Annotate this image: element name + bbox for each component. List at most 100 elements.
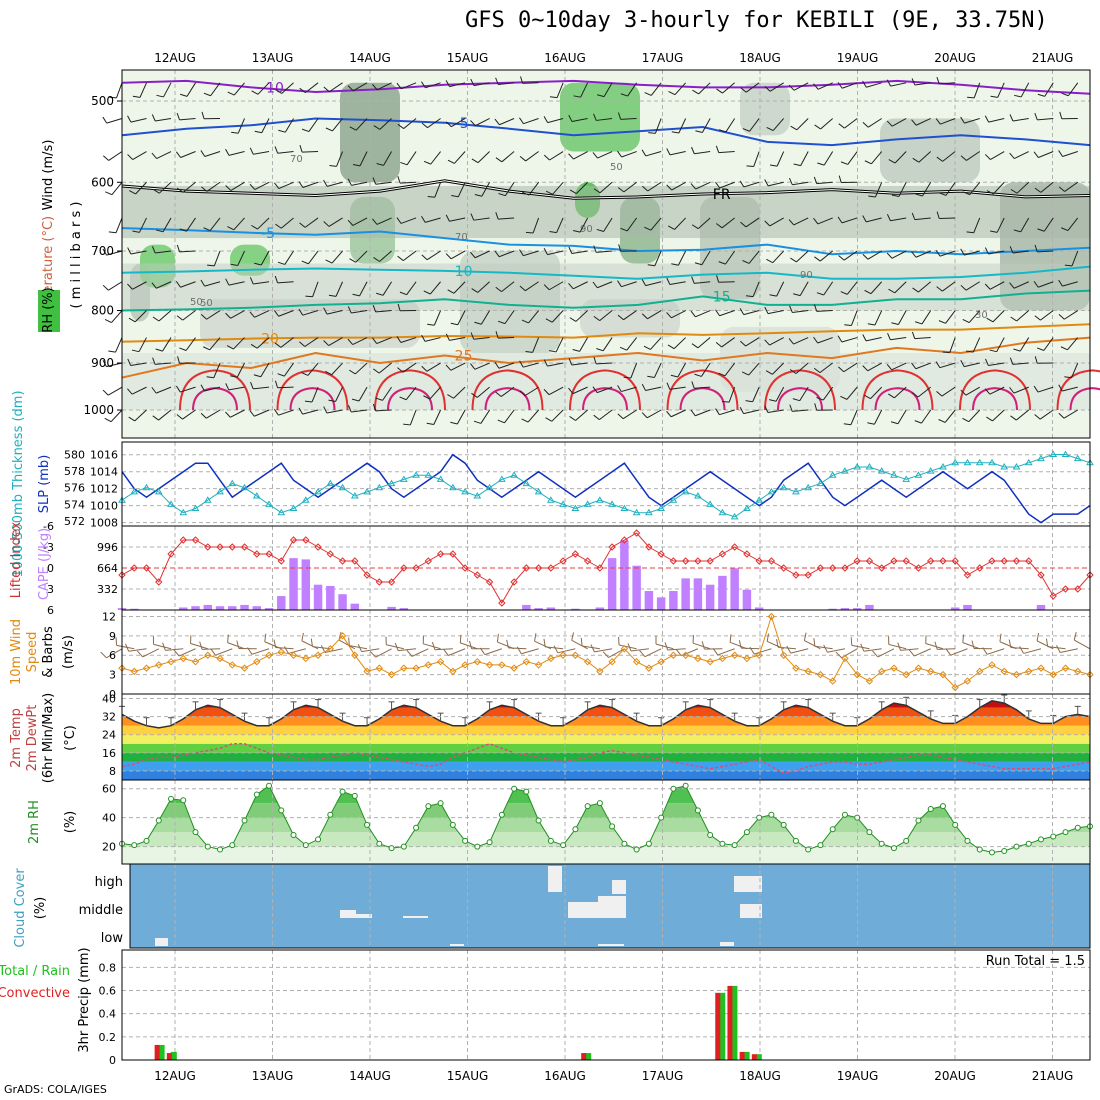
wind-barb (719, 181, 735, 189)
wind-speed-point (583, 657, 592, 666)
wind-barb-flag (553, 645, 559, 654)
thickness-point (694, 492, 702, 499)
lifted-index-point (718, 550, 727, 558)
wind-barb (725, 118, 736, 133)
wind-barb-flag (738, 640, 742, 649)
wind-speed-point (204, 651, 212, 659)
cape-bar (828, 608, 837, 610)
wind-barb (477, 386, 490, 398)
wind-barb-flag (495, 331, 499, 339)
wind-barb-flag (671, 263, 679, 266)
date-label-top: 12AUG (154, 51, 196, 65)
wind-barb (941, 386, 956, 397)
wind-barb (547, 250, 564, 256)
wind-barb-flag (328, 294, 337, 297)
temperature-band (122, 725, 1090, 735)
wind-barb-flag (347, 85, 354, 92)
wind-barb (939, 82, 956, 85)
rh-point (266, 782, 273, 789)
wind-speed-point (277, 648, 285, 656)
rh-point (621, 840, 628, 847)
wind-speed-point (877, 667, 886, 676)
cape-bar (313, 584, 323, 610)
wind-barb-flag (1058, 186, 1065, 192)
surface-temp-contour (861, 369, 934, 411)
wind-barb-flag (617, 112, 622, 120)
cape-bar (252, 606, 262, 610)
wind-barb (941, 281, 956, 292)
wind-barb (130, 117, 147, 123)
rh-point (707, 832, 714, 839)
wind-barb-flag (250, 343, 258, 349)
wind-barb (130, 250, 147, 255)
lifted-index-point (240, 543, 249, 551)
wind-barb (608, 648, 625, 658)
wind-barb-flag (617, 314, 624, 321)
wind-barb-flag (692, 89, 699, 95)
cape-bar (289, 558, 298, 610)
wind-barb (312, 281, 319, 297)
wind-barb (914, 337, 931, 340)
wind-barb-flag (617, 413, 624, 420)
wind-barb-flag (814, 403, 818, 411)
wind-barb (817, 217, 833, 225)
thickness-point (877, 467, 886, 474)
wind-barb-flag (648, 132, 656, 134)
wind-barb-flag (396, 217, 402, 224)
wind-speed-point (142, 664, 151, 672)
wind-barb (804, 640, 821, 650)
lifted-index-point (939, 557, 947, 565)
wind-barb-flag (323, 406, 328, 414)
wind-barb-flag (1009, 246, 1014, 254)
wind-barb-flag (299, 341, 306, 347)
wind-barb (132, 281, 147, 290)
wind-barb-flag (273, 182, 280, 189)
wind-barb-flag (886, 252, 893, 259)
wind-barb (253, 151, 270, 155)
wind-barb (697, 217, 711, 230)
wind-speed-point (253, 657, 261, 666)
wind-barb (650, 217, 662, 231)
wind-barb-flag (325, 370, 332, 376)
wind-speed-point (890, 664, 898, 672)
ylabel-rh-units: (%) (63, 811, 78, 834)
wind-barb-flag (225, 185, 232, 191)
wind-barb (131, 386, 147, 395)
cloud-block (598, 896, 626, 918)
wind-barb (992, 310, 1005, 323)
wind-barb-flag (1033, 151, 1039, 158)
cape-bar (840, 608, 850, 610)
wind-barb-flag (568, 387, 574, 394)
wind-barb (453, 281, 466, 294)
wind-barb-flag (911, 362, 917, 370)
wind-barb (433, 310, 442, 326)
wind-barb-flag (177, 356, 181, 364)
wind-barb-flag (459, 634, 462, 643)
wind-barb (106, 118, 123, 124)
wind-barb-flag (571, 632, 575, 641)
wind-barb-flag (102, 155, 110, 161)
rh-tick-label: 20 (102, 841, 116, 854)
surface-temp-contour (1069, 387, 1100, 411)
wind-barb-flag (691, 381, 695, 389)
chart-title: GFS 0~10day 3-hourly for KEBILI (9E, 33.… (465, 8, 1048, 33)
wind-barb-flag (132, 95, 141, 98)
rh-point (351, 792, 358, 799)
wind-speed-point (191, 657, 200, 666)
slp-tick-label: 1016 (90, 449, 118, 462)
wind-barb-flag (716, 88, 723, 94)
wind-barb (866, 82, 882, 88)
wind-barb (379, 250, 392, 262)
wind-barb (158, 409, 172, 421)
wind-barb (627, 82, 638, 97)
cape-bar (571, 608, 580, 610)
wind-barb (820, 118, 834, 130)
wind-barb (695, 310, 711, 318)
temperature-contour (121, 265, 1091, 280)
wind-barb-flag (131, 349, 140, 353)
wind-barb-flag (862, 365, 869, 372)
wind-barb (155, 362, 172, 365)
contour-label: -5 (261, 226, 275, 242)
wind-barb-flag (749, 646, 755, 655)
rh-point (486, 839, 493, 846)
